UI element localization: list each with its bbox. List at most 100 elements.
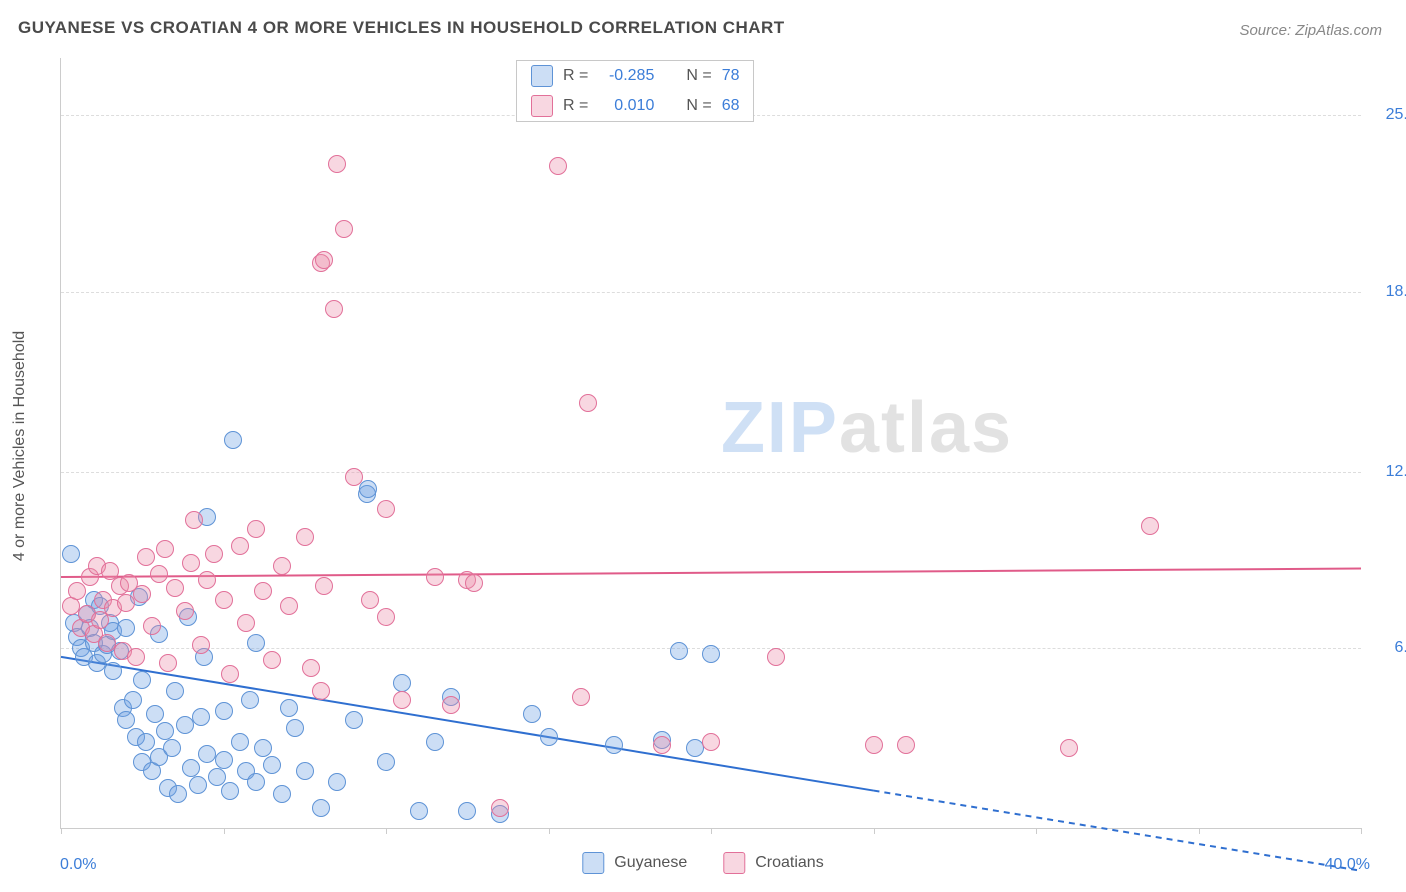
data-point	[491, 799, 509, 817]
gridline	[61, 472, 1361, 473]
data-point	[523, 705, 541, 723]
data-point	[247, 773, 265, 791]
data-point	[359, 480, 377, 498]
data-point	[163, 739, 181, 757]
x-tick	[711, 828, 712, 834]
series-legend: Guyanese Croatians	[582, 852, 823, 874]
data-point	[117, 711, 135, 729]
data-point	[208, 768, 226, 786]
data-point	[345, 711, 363, 729]
data-point	[442, 696, 460, 714]
data-point	[62, 545, 80, 563]
data-point	[124, 691, 142, 709]
data-point	[176, 716, 194, 734]
data-point	[198, 571, 216, 589]
data-point	[865, 736, 883, 754]
data-point	[247, 634, 265, 652]
data-point	[315, 577, 333, 595]
r-label: R =	[563, 67, 588, 85]
data-point	[325, 300, 343, 318]
data-point	[221, 782, 239, 800]
data-point	[166, 682, 184, 700]
data-point	[182, 554, 200, 572]
data-point	[254, 739, 272, 757]
data-point	[296, 528, 314, 546]
legend-swatch	[582, 852, 604, 874]
data-point	[221, 665, 239, 683]
data-point	[231, 733, 249, 751]
data-point	[767, 648, 785, 666]
legend-swatch	[723, 852, 745, 874]
data-point	[549, 157, 567, 175]
data-point	[1060, 739, 1078, 757]
data-point	[540, 728, 558, 746]
data-point	[335, 220, 353, 238]
x-tick	[386, 828, 387, 834]
n-label: N =	[686, 67, 711, 85]
data-point	[146, 705, 164, 723]
data-point	[143, 617, 161, 635]
data-point	[702, 645, 720, 663]
chart-title: GUYANESE VS CROATIAN 4 OR MORE VEHICLES …	[18, 18, 785, 38]
source-attribution: Source: ZipAtlas.com	[1239, 22, 1382, 39]
gridline	[61, 292, 1361, 293]
data-point	[137, 548, 155, 566]
n-value: 68	[722, 97, 740, 115]
data-point	[117, 619, 135, 637]
r-label: R =	[563, 97, 588, 115]
data-point	[215, 591, 233, 609]
data-point	[393, 691, 411, 709]
data-point	[377, 500, 395, 518]
data-point	[377, 608, 395, 626]
data-point	[127, 648, 145, 666]
x-tick	[224, 828, 225, 834]
x-axis-min-label: 0.0%	[60, 856, 96, 874]
r-value: 0.010	[598, 97, 654, 115]
data-point	[68, 582, 86, 600]
data-point	[426, 568, 444, 586]
regression-lines-layer	[61, 58, 1361, 828]
data-point	[150, 565, 168, 583]
data-point	[296, 762, 314, 780]
data-point	[215, 751, 233, 769]
y-axis-title: 4 or more Vehicles in Household	[11, 331, 29, 561]
data-point	[166, 579, 184, 597]
data-point	[117, 594, 135, 612]
legend-label: Croatians	[755, 854, 823, 872]
data-point	[182, 759, 200, 777]
data-point	[156, 540, 174, 558]
y-tick-label: 12.5%	[1371, 463, 1406, 481]
y-tick-label: 25.0%	[1371, 106, 1406, 124]
data-point	[273, 785, 291, 803]
data-point	[1141, 517, 1159, 535]
data-point	[231, 537, 249, 555]
data-point	[224, 431, 242, 449]
data-point	[670, 642, 688, 660]
data-point	[410, 802, 428, 820]
data-point	[605, 736, 623, 754]
legend-swatch	[531, 65, 553, 87]
x-axis-max-label: 40.0%	[1325, 856, 1370, 874]
data-point	[98, 634, 116, 652]
n-value: 78	[722, 67, 740, 85]
data-point	[273, 557, 291, 575]
data-point	[458, 802, 476, 820]
data-point	[315, 251, 333, 269]
data-point	[263, 651, 281, 669]
data-point	[702, 733, 720, 751]
x-tick	[549, 828, 550, 834]
data-point	[426, 733, 444, 751]
data-point	[572, 688, 590, 706]
data-point	[280, 699, 298, 717]
data-point	[393, 674, 411, 692]
data-point	[205, 545, 223, 563]
plot-area: 6.3%12.5%18.8%25.0%ZIPatlasR =-0.285N =7…	[60, 58, 1361, 829]
data-point	[579, 394, 597, 412]
data-point	[465, 574, 483, 592]
x-tick	[61, 828, 62, 834]
data-point	[286, 719, 304, 737]
data-point	[189, 776, 207, 794]
legend-item: Guyanese	[582, 852, 687, 874]
data-point	[237, 614, 255, 632]
data-point	[312, 682, 330, 700]
